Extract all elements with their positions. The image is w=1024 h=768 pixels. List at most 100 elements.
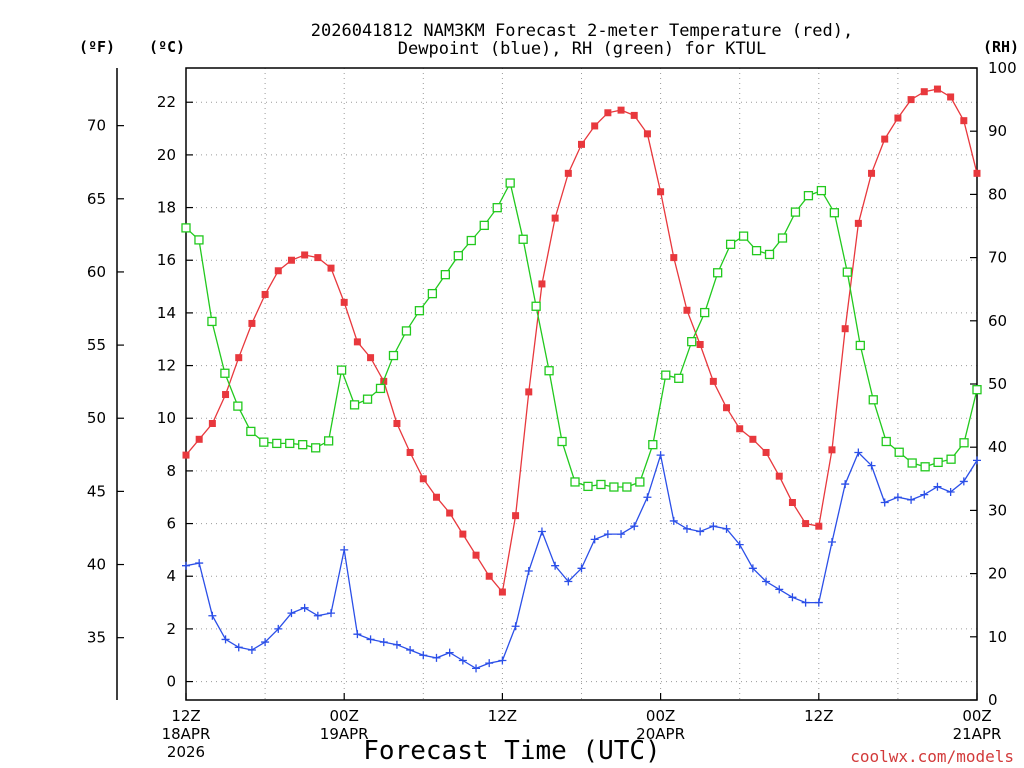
temperature-point — [512, 512, 520, 520]
rh-point — [531, 301, 541, 311]
dewpoint-point — [511, 622, 520, 631]
rh-point — [868, 395, 878, 405]
rh-point — [570, 477, 580, 487]
rh-point — [518, 234, 528, 244]
rh-point — [557, 436, 567, 447]
temperature-point — [683, 306, 691, 314]
dewpoint-point — [867, 461, 876, 470]
rh-point — [181, 223, 191, 233]
temperature-point — [459, 530, 467, 538]
rh-point — [544, 366, 554, 376]
dewpoint-point — [551, 561, 560, 570]
temperature-point — [788, 499, 796, 506]
dewpoint-point — [458, 656, 467, 665]
temperature-point — [498, 588, 506, 596]
dewpoint-point — [577, 564, 586, 573]
credit-label: coolwx.com/models — [850, 747, 1014, 766]
dewpoint-point — [762, 577, 771, 586]
dewpoint-point — [274, 624, 283, 633]
temperature-point — [657, 188, 665, 196]
dewpoint-point — [946, 487, 955, 496]
dewpoint-point — [788, 593, 797, 602]
fahrenheit-unit-label: (ºF) — [79, 38, 115, 56]
dewpoint-point — [880, 498, 889, 507]
dewpoint-point — [327, 609, 336, 618]
temperature-point — [367, 354, 375, 362]
x-tick-label: 19APR — [320, 725, 369, 743]
dewpoint-point — [366, 635, 375, 644]
temperature-point — [709, 377, 717, 385]
dewpoint-point — [379, 638, 388, 647]
fahrenheit-tick-label: 45 — [87, 482, 106, 500]
dewpoint-point — [485, 659, 494, 668]
dewpoint-point — [406, 645, 415, 654]
dewpoint-point — [709, 522, 718, 531]
temperature-point — [327, 264, 335, 272]
temperature-point — [802, 520, 810, 528]
celsius-tick-label: 12 — [157, 357, 176, 375]
rh-point — [751, 245, 762, 256]
temperature-point — [446, 509, 454, 517]
celsius-tick-label: 18 — [157, 199, 176, 217]
dewpoint-point — [340, 545, 349, 554]
rh-point — [220, 368, 230, 378]
temperature-point — [643, 130, 651, 138]
temperature-point — [696, 341, 704, 348]
temperature-point — [868, 169, 876, 177]
rh-point — [362, 394, 373, 404]
celsius-tick-label: 16 — [157, 251, 176, 269]
temperature-point — [314, 254, 322, 262]
rh-point — [725, 239, 736, 249]
dewpoint-point — [234, 643, 243, 652]
dewpoint-point — [801, 598, 810, 607]
rh-point — [609, 482, 619, 492]
dewpoint-point — [445, 648, 454, 657]
x-tick-label: 00Z — [330, 707, 359, 725]
rh-point — [479, 220, 489, 231]
rh-point — [414, 306, 425, 316]
dewpoint-point — [432, 653, 441, 662]
rh-point — [298, 440, 308, 450]
dewpoint-point — [682, 524, 691, 533]
rh-point — [311, 443, 321, 453]
rh-point — [233, 401, 243, 411]
rh-point — [492, 203, 502, 213]
chart-title-line-1: 2026041812 NAM3KM Forecast 2-meter Tempe… — [311, 21, 853, 41]
rh-point — [194, 235, 204, 245]
dewpoint-point — [498, 656, 507, 665]
x-tick-label: 2026 — [167, 743, 205, 761]
rh-tick-label: 20 — [988, 565, 1007, 583]
rh-point — [440, 270, 450, 280]
rh-point — [700, 307, 710, 318]
temperature-point — [762, 448, 770, 456]
dewpoint-point — [827, 538, 836, 546]
rh-point — [336, 365, 347, 375]
temperature-point — [894, 114, 902, 122]
celsius-tick-label: 2 — [166, 620, 176, 638]
rh-point — [687, 337, 697, 347]
temperature-point — [630, 111, 638, 119]
rh-point — [259, 437, 269, 447]
dewpoint-point — [208, 611, 217, 620]
rh-point — [946, 454, 956, 464]
axes: 0 2 4 6 8 10 12 14 16 18 20 22 35 40 45 50 55 60 65 70 0 10 20… — [87, 59, 1017, 761]
dewpoint-point — [247, 645, 256, 654]
fahrenheit-tick-label: 55 — [87, 336, 106, 354]
rh-tick-label: 30 — [988, 501, 1007, 519]
rh-tick-label: 0 — [988, 691, 998, 709]
rh-point — [790, 207, 801, 217]
temperature-point — [578, 140, 585, 148]
rh-tick-label: 40 — [988, 438, 1007, 456]
temperature-point — [235, 354, 243, 362]
celsius-tick-label: 8 — [166, 462, 176, 480]
dewpoint-point — [933, 482, 942, 491]
rh-point — [803, 191, 814, 201]
temperature-point — [182, 451, 190, 459]
rh-point — [648, 440, 658, 450]
temperature-point — [854, 219, 862, 227]
temperature-point — [353, 338, 361, 346]
dewpoint-point — [182, 561, 190, 570]
x-tick-label: 12Z — [804, 707, 833, 725]
rh-tick-label: 50 — [988, 375, 1007, 393]
